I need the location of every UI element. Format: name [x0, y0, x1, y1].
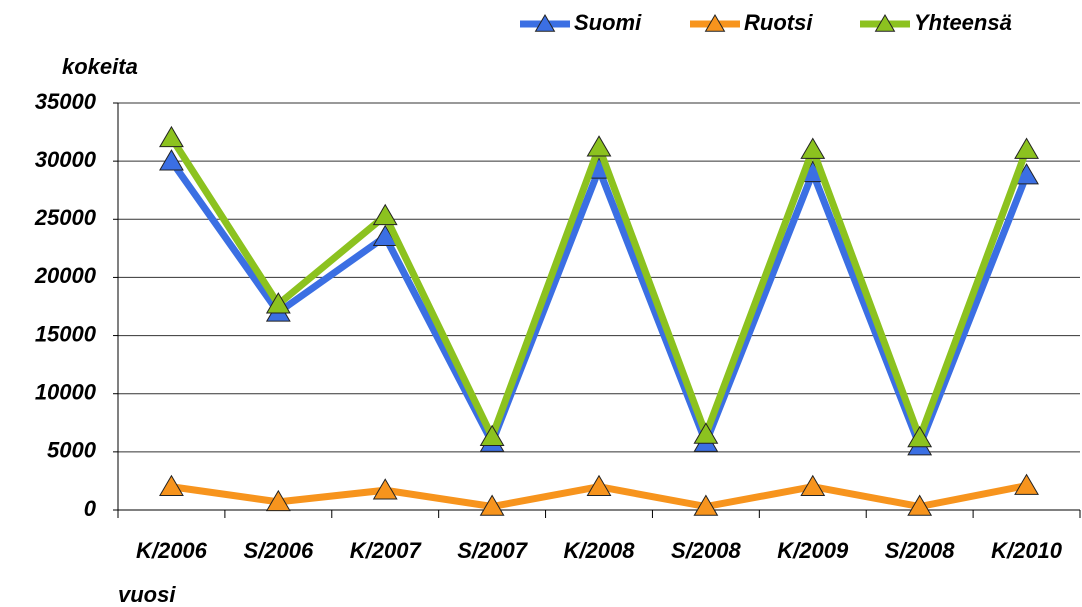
- marker: [907, 494, 933, 516]
- x-tick-label: S/2006: [243, 538, 313, 563]
- marker: [907, 425, 933, 448]
- marker: [1014, 473, 1039, 495]
- legend-label: Yhteensä: [914, 10, 1012, 35]
- marker: [800, 137, 826, 159]
- marker: [159, 125, 184, 148]
- marker: [693, 494, 719, 516]
- y-tick-label: 20000: [34, 263, 97, 288]
- marker: [265, 489, 291, 512]
- marker: [479, 494, 505, 516]
- marker: [159, 474, 184, 497]
- marker: [586, 135, 612, 157]
- y-tick-label: 35000: [35, 89, 97, 114]
- legend-label: Ruotsi: [744, 10, 813, 35]
- legend-marker: [534, 14, 556, 32]
- marker: [372, 203, 398, 226]
- y-tick-label: 15000: [35, 321, 97, 346]
- y-tick-label: 0: [84, 496, 97, 521]
- legend-marker: [874, 14, 896, 32]
- y-tick-label: 25000: [34, 205, 97, 230]
- x-tick-label: K/2008: [564, 538, 636, 563]
- marker: [1014, 137, 1039, 159]
- marker: [265, 292, 291, 314]
- x-tick-label: K/2007: [350, 538, 423, 563]
- x-tick-label: K/2009: [777, 538, 849, 563]
- x-tick-label: S/2008: [671, 538, 741, 563]
- marker: [159, 149, 184, 171]
- x-axis-label: vuosi: [118, 582, 176, 607]
- legend-marker: [704, 14, 726, 32]
- marker: [800, 474, 826, 497]
- x-tick-label: S/2007: [457, 538, 528, 563]
- x-tick-label: S/2008: [885, 538, 955, 563]
- marker: [372, 478, 398, 500]
- x-tick-label: K/2006: [136, 538, 208, 563]
- x-tick-label: K/2010: [991, 538, 1063, 563]
- y-tick-label: 5000: [47, 438, 97, 463]
- series-line: [168, 159, 1030, 450]
- legend-label: Suomi: [574, 10, 642, 35]
- y-tick-label: 10000: [35, 380, 97, 405]
- y-axis-label: kokeita: [62, 54, 138, 79]
- marker: [586, 474, 612, 497]
- marker: [693, 422, 719, 444]
- y-tick-label: 30000: [35, 147, 97, 172]
- marker: [479, 424, 505, 447]
